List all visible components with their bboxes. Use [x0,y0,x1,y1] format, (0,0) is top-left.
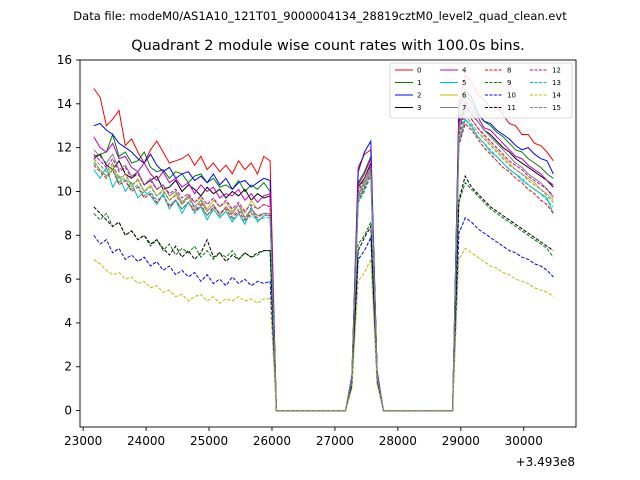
x-tick-label: 28000 [379,434,417,448]
x-tick-label: 25000 [190,434,228,448]
y-tick-label: 12 [57,141,72,155]
series-line-12 [93,109,554,412]
y-tick-label: 6 [64,272,72,286]
x-tick-label: 29000 [442,434,480,448]
legend-box [389,62,573,119]
legend-label-11: 11 [507,104,516,112]
x-tick-label: 27000 [316,434,354,448]
x-tick-label: 26000 [253,434,291,448]
legend-label-7: 7 [462,104,466,112]
legend-label-15: 15 [552,104,561,112]
legend-label-12: 12 [552,67,561,75]
legend-label-14: 14 [552,92,561,100]
y-tick-label: 10 [57,184,72,198]
axes-frame [79,59,577,428]
legend-label-6: 6 [462,92,467,100]
axes: 23000 24000 25000 26000 27000 28000 29000 30000… [57,53,577,448]
x-offset-label: +3.493e8 [516,455,575,469]
legend-label-1: 1 [417,79,421,87]
data-file-suptitle: Data file: modeM0/AS1A10_121T01_90000041… [73,9,567,23]
legend-label-9: 9 [507,79,511,87]
y-tick-label: 14 [57,97,72,111]
y-tick-label: 0 [64,404,72,418]
chart-title: Quadrant 2 module wise count rates with … [131,38,525,54]
legend-label-3: 3 [417,104,421,112]
legend-label-0: 0 [417,67,421,75]
legend-label-5: 5 [462,79,466,87]
series-line-14 [93,247,554,412]
legend-label-13: 13 [552,79,561,87]
series-line-15 [93,113,554,412]
y-tick-label: 2 [64,360,72,374]
y-tick-label: 4 [64,316,72,330]
legend-label-8: 8 [507,67,511,75]
plot-area [93,74,554,412]
x-tick-label: 30000 [505,434,543,448]
series-line-13 [93,118,554,412]
legend-label-4: 4 [462,67,467,75]
x-tick-label: 24000 [127,434,165,448]
legend-label-10: 10 [507,92,516,100]
x-tick-label: 23000 [64,434,102,448]
legend-label-2: 2 [417,92,421,100]
series-line-8 [93,122,554,412]
y-tick-label: 16 [57,53,72,67]
y-tick-label: 8 [64,228,72,242]
